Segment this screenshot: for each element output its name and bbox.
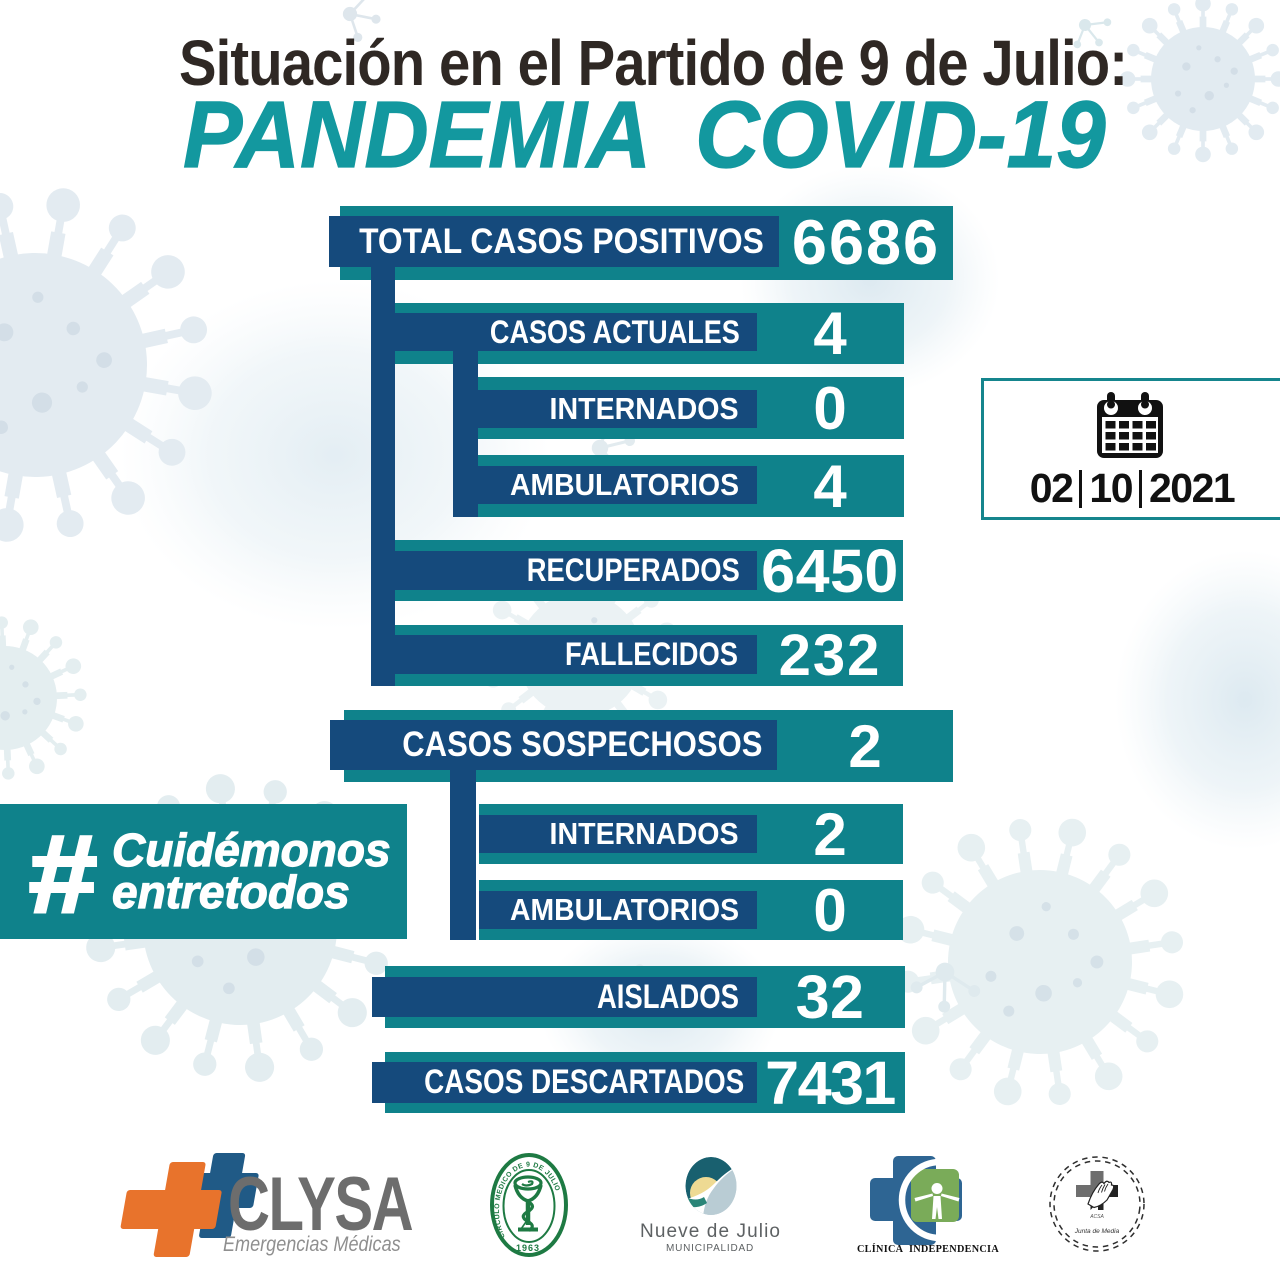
svg-text:Junta de Media: Junta de Media xyxy=(1074,1228,1120,1235)
svg-text:ACSA: ACSA xyxy=(1089,1214,1104,1220)
svg-text:1963: 1963 xyxy=(516,1243,540,1253)
